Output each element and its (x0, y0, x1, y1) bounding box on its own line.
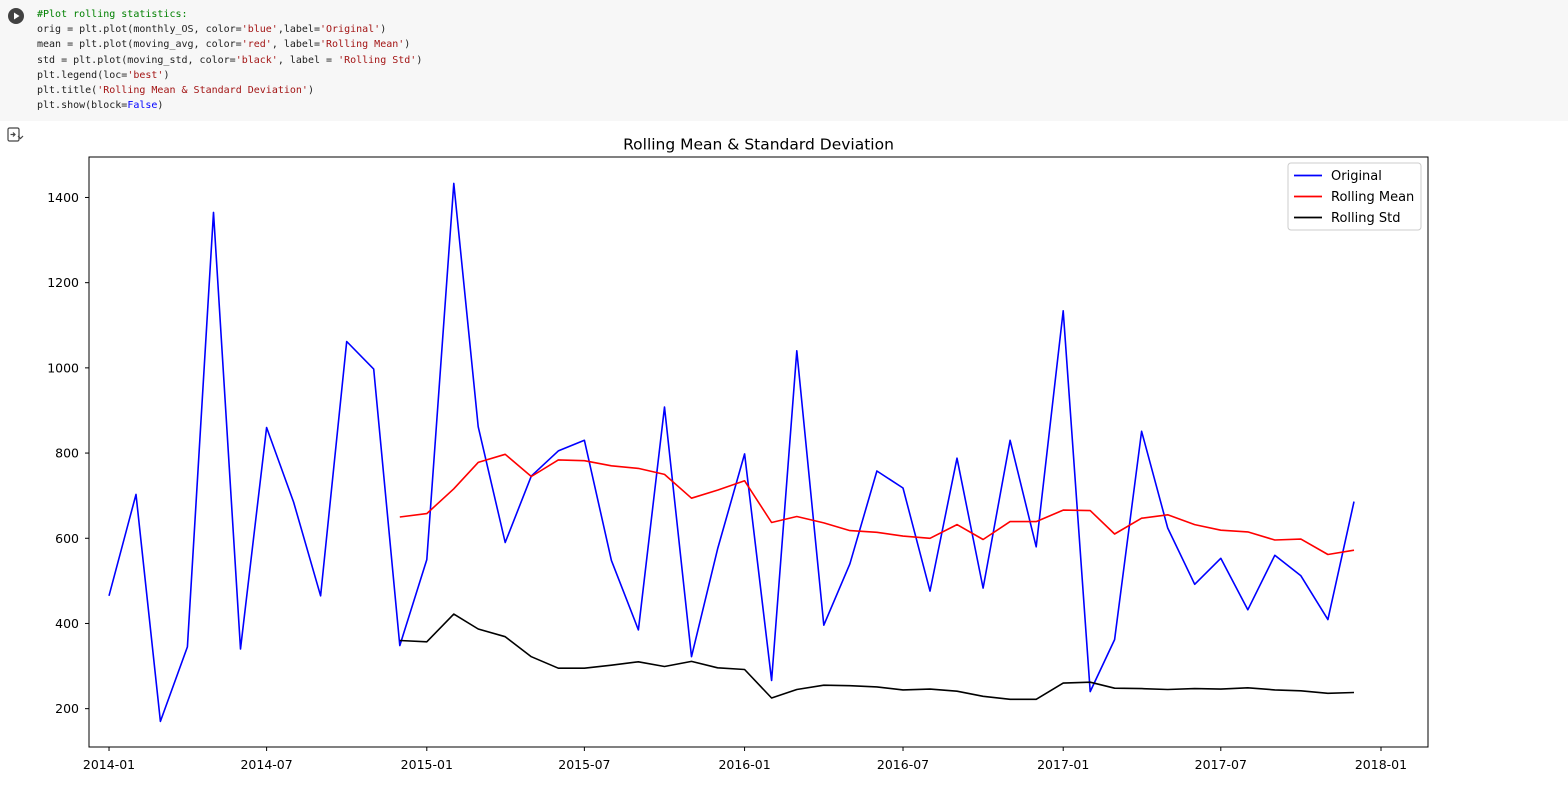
legend-label-rolling-std: Rolling Std (1331, 211, 1400, 226)
x-tick-label: 2018-01 (1355, 757, 1407, 772)
series-line-original (108, 182, 1355, 723)
code-token: ,label= (277, 24, 320, 36)
y-tick-label: 1000 (47, 360, 79, 375)
x-tick-label: 2015-07 (558, 757, 610, 772)
series-line-rolling-mean (399, 453, 1355, 556)
legend-label-original: Original (1331, 169, 1382, 184)
code-token: ) (404, 39, 411, 51)
code-token: mean = plt.plot(moving_avg, color= (37, 39, 242, 51)
code-token: orig = plt.plot(monthly_OS, color= (37, 24, 242, 36)
code-token: #Plot rolling statistics: (37, 9, 188, 20)
code-token: , label= (271, 39, 320, 51)
output-collapse-icon[interactable] (7, 127, 24, 143)
code-token: plt.legend(loc= (37, 69, 128, 81)
code-token: ) (157, 100, 164, 112)
code-token: plt.title( (37, 85, 98, 97)
code-token: ) (416, 54, 423, 66)
code-token: std = plt.plot(moving_std, color= (37, 54, 236, 66)
code-line: plt.title('Rolling Mean & Standard Devia… (37, 85, 314, 96)
x-tick-label: 2014-07 (240, 757, 292, 772)
y-tick-label: 400 (55, 616, 79, 631)
legend: Original Rolling Mean Rolling Std (1287, 162, 1422, 231)
code-token: 'blue' (241, 24, 278, 36)
code-token: , label = (277, 54, 339, 66)
code-line: plt.show(block=False) (37, 100, 163, 111)
x-tick-label: 2015-01 (401, 757, 453, 772)
legend-box (1287, 162, 1422, 231)
code-token: 'Rolling Std' (338, 54, 417, 66)
chart: Rolling Mean & Standard Deviation 2014-0… (47, 136, 1429, 772)
x-tick-label: 2016-07 (877, 757, 929, 772)
x-tick-label: 2014-01 (83, 757, 135, 772)
code-line: mean = plt.plot(moving_avg, color='red',… (37, 39, 410, 50)
code-token: 'best' (127, 69, 164, 81)
x-axis: 2014-01 2014-07 2015-01 2015-07 2016-01 2016-… (83, 747, 1407, 772)
x-tick-label: 2017-07 (1195, 757, 1247, 772)
legend-label-rolling-mean: Rolling Mean (1331, 190, 1414, 205)
chart-title: Rolling Mean & Standard Deviation (623, 136, 894, 154)
code-token: ) (163, 69, 170, 81)
y-tick-label: 800 (55, 446, 79, 461)
code-editor[interactable]: #Plot rolling statistics: orig = plt.plo… (37, 7, 422, 113)
y-tick-label: 600 (55, 531, 79, 546)
code-token: 'red' (241, 39, 272, 51)
code-token: ) (307, 85, 314, 97)
code-cell[interactable]: #Plot rolling statistics: orig = plt.plo… (0, 0, 1568, 121)
play-circle-icon[interactable] (8, 8, 24, 24)
y-tick-label: 200 (55, 701, 79, 716)
x-tick-label: 2017-01 (1037, 757, 1089, 772)
code-token: 'Original' (319, 24, 381, 36)
plot-area (88, 156, 1429, 748)
x-tick-label: 2016-01 (718, 757, 770, 772)
code-token: 'Rolling Mean' (319, 39, 405, 51)
code-token: 'Rolling Mean & Standard Deviation' (97, 85, 308, 97)
series-layer (108, 182, 1355, 723)
code-token: plt.show(block= (37, 100, 128, 112)
code-token: False (127, 100, 158, 112)
y-axis: 200 400 600 800 1000 1200 1400 (47, 190, 89, 716)
y-tick-label: 1400 (47, 190, 79, 205)
code-line: std = plt.plot(moving_std, color='black'… (37, 55, 422, 66)
code-line: plt.legend(loc='best') (37, 70, 169, 81)
code-token: 'black' (235, 54, 278, 66)
code-line: #Plot rolling statistics: (37, 9, 188, 20)
y-tick-label: 1200 (47, 275, 79, 290)
code-line: orig = plt.plot(monthly_OS, color='blue'… (37, 24, 386, 35)
code-token: ) (380, 24, 387, 36)
series-line-rolling-std (399, 613, 1355, 701)
